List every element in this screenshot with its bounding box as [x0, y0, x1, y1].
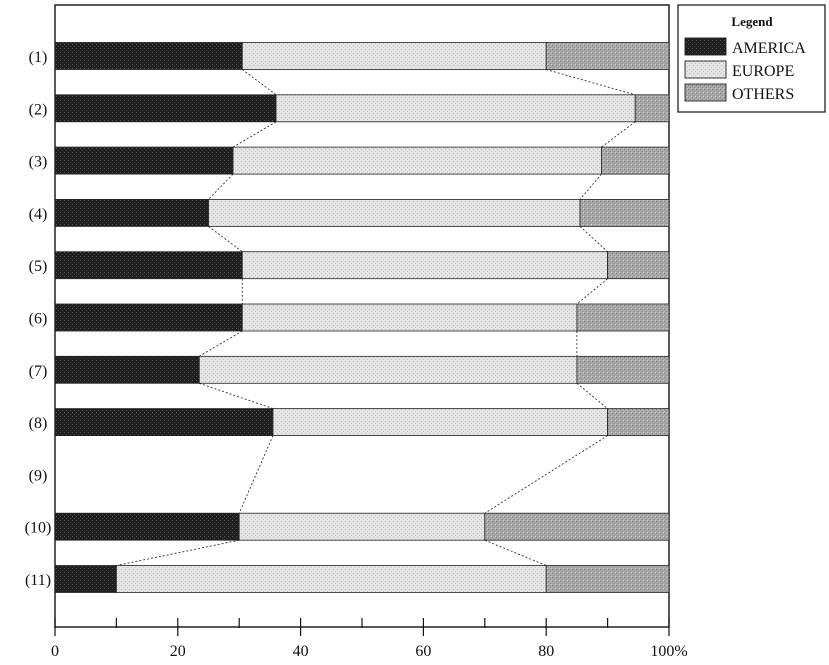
bar-segment-others [601, 146, 670, 175]
connector-line [484, 435, 608, 514]
bar-segment-europe [241, 251, 608, 280]
connector-line [116, 539, 240, 566]
bar-segment-america [54, 408, 274, 437]
bar-segment-europe [208, 198, 581, 227]
x-axis: 0 20 40 60 80 100% [51, 618, 688, 660]
bar-segment-america [54, 42, 243, 70]
category-label: (4) [29, 206, 48, 223]
bar-segment-america [54, 94, 277, 123]
category-label: (5) [29, 258, 48, 275]
bar-segment-others [576, 355, 670, 384]
x-tick-label: 80 [538, 643, 554, 660]
bar-segment-others [545, 565, 670, 593]
bar-segment-others [634, 94, 670, 123]
bar-segment-europe [275, 94, 636, 123]
connector-line [238, 435, 274, 514]
bar-segment-america [54, 146, 234, 175]
connector-line [576, 382, 608, 409]
bar-segment-others [607, 251, 670, 280]
legend-swatch-others [684, 83, 727, 102]
legend-title: Legend [731, 14, 773, 29]
connector-line [601, 121, 636, 148]
x-tick-label: 0 [51, 643, 59, 660]
connector-line [242, 69, 277, 96]
category-labels: (1) (2) (3) (4) (5) (6) (7) (8) (9) (10) (11) [25, 49, 52, 589]
bar-segment-others [576, 303, 670, 332]
bar-segment-others [579, 198, 670, 227]
connector-line [199, 382, 274, 410]
bar-segment-america [54, 355, 200, 384]
bar-segment-others [484, 512, 670, 541]
connector-line [546, 69, 636, 96]
category-label: (7) [29, 363, 48, 380]
bar-segment-europe [272, 408, 609, 437]
bar-segment-america [54, 512, 240, 541]
category-label: (3) [29, 154, 48, 171]
connector-line [208, 173, 234, 200]
legend-label-america: AMERICA [732, 40, 806, 57]
connector-line [576, 278, 608, 305]
bar-segment-europe [198, 355, 578, 384]
category-label: (1) [29, 49, 48, 66]
legend-swatch-europe [684, 60, 727, 79]
x-tick-label: 60 [415, 643, 431, 660]
category-label: (10) [25, 520, 52, 537]
legend-label-others: OTHERS [732, 86, 794, 103]
category-label: (2) [29, 101, 48, 118]
connector-line [579, 173, 602, 200]
bar-segment-america [54, 303, 243, 332]
legend-label-europe: EUROPE [732, 63, 794, 80]
category-label: (9) [29, 467, 48, 484]
connector-line [484, 539, 547, 566]
bar-segments [54, 42, 670, 593]
bar-segment-america [54, 565, 117, 593]
category-label: (6) [29, 311, 48, 328]
bar-segment-others [545, 42, 670, 70]
bar-segment-europe [241, 303, 578, 332]
bar-segment-others [607, 408, 670, 437]
category-label: (8) [29, 415, 48, 432]
category-label: (11) [25, 572, 51, 589]
bar-segment-america [54, 251, 243, 280]
legend: Legend AMERICA EUROPE OTHERS [677, 4, 826, 113]
bar-segment-europe [232, 146, 602, 175]
connector-lines [116, 69, 636, 566]
connector-line [232, 121, 277, 148]
connector-line [579, 226, 608, 253]
x-tick-label: 100% [650, 643, 687, 660]
bar-segment-europe [238, 512, 486, 541]
bar-segment-europe [116, 565, 547, 593]
bar-segment-america [54, 198, 209, 227]
bar-segment-europe [241, 42, 547, 70]
legend-swatch-america [684, 37, 727, 56]
connector-line [208, 226, 243, 253]
x-tick-label: 20 [170, 643, 186, 660]
x-tick-label: 40 [293, 643, 309, 660]
connector-line [199, 330, 243, 357]
